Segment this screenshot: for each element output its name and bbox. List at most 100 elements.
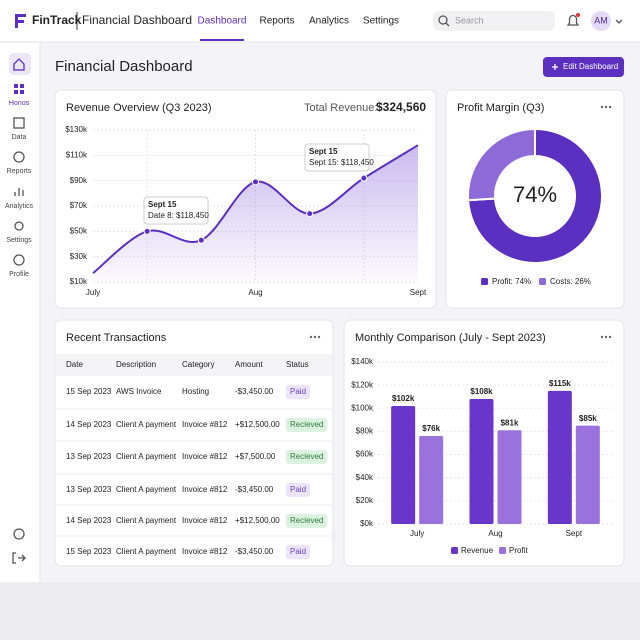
active-underline bbox=[200, 39, 244, 41]
table-cell: Invoice #812 bbox=[182, 452, 228, 461]
sidebar bbox=[0, 43, 40, 582]
y-tick-label: $140k bbox=[351, 357, 374, 366]
logo: FinTrack bbox=[32, 13, 82, 27]
table-cell: -$3,450.00 bbox=[235, 387, 274, 396]
more-icon[interactable] bbox=[309, 335, 321, 339]
status-badge bbox=[286, 450, 328, 464]
table-cell: AWS Invoice bbox=[116, 387, 162, 396]
bar bbox=[469, 399, 494, 524]
status-badge-text: Paid bbox=[290, 547, 306, 556]
table-cell: Invoice #812 bbox=[182, 485, 228, 494]
x-tick-label: Aug bbox=[248, 288, 262, 297]
column-header: Category bbox=[182, 360, 214, 369]
table-cell: Hosting bbox=[182, 387, 209, 396]
status-badge-text: Recieved bbox=[290, 516, 323, 525]
table-cell: Invoice #812 bbox=[182, 547, 228, 556]
account-icon[interactable] bbox=[13, 528, 25, 540]
sidebar-label[interactable]: Analytics bbox=[5, 203, 34, 210]
point bbox=[306, 210, 314, 218]
settings-icon[interactable] bbox=[14, 221, 24, 231]
x-tick-label: Sept bbox=[566, 529, 583, 538]
search-placeholder: Search bbox=[455, 15, 484, 25]
status-badge-text: Paid bbox=[290, 387, 306, 396]
nav-item[interactable]: Settings bbox=[363, 16, 399, 27]
table-cell: Client A payment bbox=[116, 516, 177, 525]
nav-item[interactable]: Dashboard bbox=[198, 16, 247, 27]
y-tick-label: $80k bbox=[356, 427, 374, 436]
table-cell: -$3,450.00 bbox=[235, 547, 274, 556]
table-cell: 14 Sep 2023 bbox=[66, 516, 112, 525]
y-tick-label: $40k bbox=[356, 473, 374, 482]
value-label: $85k bbox=[579, 414, 597, 423]
table-cell: -$3,450.00 bbox=[235, 485, 274, 494]
avatar[interactable] bbox=[591, 11, 611, 31]
status-badge-text: Recieved bbox=[290, 452, 323, 461]
more-icon[interactable] bbox=[600, 335, 612, 339]
status-badge bbox=[286, 483, 311, 497]
table-cell: 15 Sep 2023 bbox=[66, 387, 112, 396]
table-cell: +$7,500.00 bbox=[235, 452, 276, 461]
table-cell: 13 Sep 2023 bbox=[66, 452, 112, 461]
more-icon[interactable] bbox=[600, 105, 612, 109]
app-title: Financial Dashboard bbox=[82, 13, 192, 27]
legend-label: Profit: 74% bbox=[492, 277, 531, 286]
column-header: Date bbox=[66, 360, 83, 369]
reports-icon[interactable] bbox=[13, 151, 25, 163]
logo-icon bbox=[15, 14, 26, 28]
legend-swatch bbox=[481, 278, 488, 285]
caret[interactable] bbox=[615, 19, 623, 24]
logout-icon[interactable] bbox=[12, 552, 26, 564]
search-icon bbox=[438, 15, 448, 25]
bar bbox=[575, 425, 600, 524]
bar bbox=[419, 436, 444, 524]
point bbox=[197, 236, 205, 244]
sidebar-label[interactable]: Honos bbox=[9, 100, 30, 107]
value-label: $76k bbox=[422, 424, 440, 433]
nav-item[interactable]: Analytics bbox=[309, 16, 349, 27]
search-box[interactable] bbox=[433, 11, 555, 31]
area bbox=[93, 145, 418, 282]
total-label: Total Revenue: bbox=[304, 102, 377, 114]
nav-item[interactable]: Reports bbox=[259, 16, 294, 27]
x-tick-label: Aug bbox=[488, 529, 502, 538]
table-cell: Client A payment bbox=[116, 452, 177, 461]
y-tick-label: $130k bbox=[65, 125, 88, 134]
value-label: $115k bbox=[549, 379, 571, 388]
total-value: $324,560 bbox=[376, 100, 426, 114]
value-label: $81k bbox=[501, 418, 519, 427]
data-icon[interactable] bbox=[13, 117, 25, 129]
sidebar-label[interactable]: Profile bbox=[9, 271, 29, 278]
legend-swatch bbox=[539, 278, 546, 285]
legend-label: Profit bbox=[509, 546, 528, 555]
profile-icon[interactable] bbox=[13, 254, 25, 266]
sidebar-label[interactable]: Data bbox=[12, 134, 27, 141]
table-cell: Invoice #812 bbox=[182, 420, 228, 429]
y-tick-label: $90k bbox=[70, 176, 88, 185]
grid-icon[interactable] bbox=[14, 84, 24, 94]
y-tick-label: $100k bbox=[351, 403, 374, 412]
active-nav[interactable] bbox=[9, 53, 31, 75]
donut-slice bbox=[467, 127, 603, 264]
y-tick-label: $60k bbox=[356, 450, 374, 459]
sidebar-label[interactable]: Reports bbox=[7, 168, 32, 175]
bell-icon[interactable] bbox=[566, 14, 580, 26]
sidebar-label[interactable]: Settings bbox=[6, 237, 32, 244]
y-tick-label: $50k bbox=[70, 226, 88, 235]
page-title: Financial Dashboard bbox=[55, 58, 193, 75]
annotation-box bbox=[143, 196, 209, 225]
analytics-icon[interactable] bbox=[14, 188, 24, 196]
chart-title: Profit Margin (Q3) bbox=[457, 102, 544, 114]
home-icon[interactable] bbox=[13, 58, 25, 71]
point bbox=[252, 178, 259, 186]
legend-label: Costs: 26% bbox=[550, 277, 591, 286]
table-title: Recent Transactions bbox=[66, 332, 167, 344]
status-badge bbox=[286, 514, 328, 528]
notification-dot bbox=[576, 13, 580, 17]
edit-button[interactable] bbox=[543, 57, 624, 77]
button-label[interactable]: Edit Dashboard bbox=[563, 62, 618, 71]
column-header: Status bbox=[286, 360, 309, 369]
plus-icon bbox=[552, 64, 558, 70]
y-tick-label: $30k bbox=[70, 252, 88, 261]
point bbox=[360, 174, 368, 182]
